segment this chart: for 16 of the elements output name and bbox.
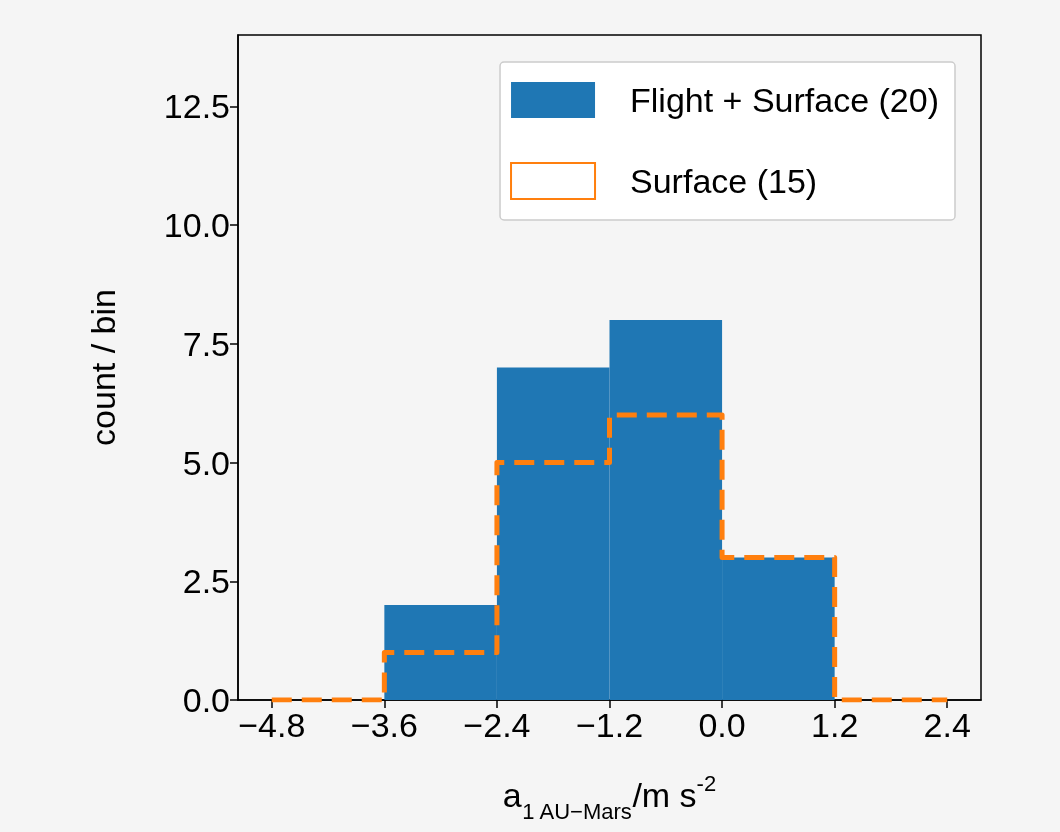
y-tick-label: 10.0 (163, 206, 230, 244)
x-tick-label: −3.6 (350, 706, 418, 744)
x-tick-label: 1.2 (811, 706, 859, 744)
x-tick-label: −1.2 (575, 706, 644, 744)
y-tick-label: 0.0 (182, 681, 230, 719)
y-tick-label: 5.0 (182, 443, 230, 482)
legend-label: Surface (15) (630, 162, 818, 200)
y-axis-title: count / bin (84, 289, 122, 446)
x-tick-label: −4.8 (238, 706, 306, 744)
x-tick-label: 0.0 (698, 706, 746, 744)
y-tick-label: 12.5 (163, 87, 230, 126)
y-tick-label: 7.5 (182, 324, 230, 363)
legend-label: Flight + Surface (20) (630, 81, 940, 119)
x-tick-label: 2.4 (923, 706, 971, 744)
y-tick-label: 2.5 (182, 562, 230, 601)
x-tick-label: −2.4 (463, 706, 531, 744)
